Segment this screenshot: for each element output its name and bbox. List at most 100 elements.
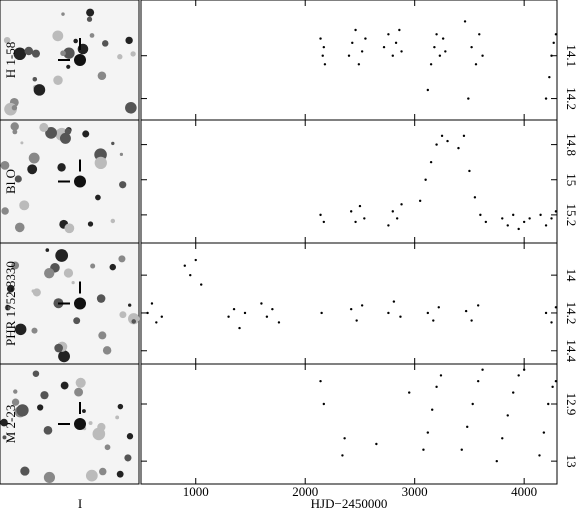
star <box>63 268 74 278</box>
plot-frame <box>140 363 558 485</box>
plot-frame <box>140 119 558 244</box>
star <box>43 425 53 435</box>
data-point <box>408 391 411 394</box>
data-point <box>243 311 247 315</box>
star <box>118 255 126 263</box>
data-point <box>522 368 526 371</box>
star <box>37 404 44 411</box>
star <box>58 350 70 363</box>
star <box>110 218 116 224</box>
data-point <box>260 302 263 305</box>
star <box>3 36 11 44</box>
data-point <box>343 437 346 440</box>
data-point <box>435 385 438 389</box>
data-point <box>238 326 241 330</box>
star <box>44 268 55 279</box>
data-point <box>194 258 197 262</box>
star <box>4 304 11 311</box>
data-point <box>429 63 433 66</box>
target-star <box>74 297 86 310</box>
star <box>73 317 81 325</box>
data-point <box>200 283 203 286</box>
star <box>97 71 107 80</box>
data-point <box>320 311 323 315</box>
panel-label: Bl O <box>3 169 18 194</box>
data-point <box>446 139 449 143</box>
x-tick-label: 2000 <box>292 484 318 499</box>
data-point <box>189 273 192 277</box>
data-point <box>544 311 548 315</box>
star <box>40 391 49 400</box>
star <box>87 221 94 227</box>
star <box>119 311 127 319</box>
star <box>119 152 124 157</box>
y-tick-label: 14.8 <box>564 133 579 156</box>
data-point <box>506 414 509 417</box>
data-point <box>422 448 425 451</box>
target-star <box>74 418 86 430</box>
data-point <box>394 41 398 45</box>
star <box>109 263 116 271</box>
data-point <box>439 374 443 377</box>
star <box>89 33 95 38</box>
data-point <box>232 307 236 311</box>
star <box>60 50 66 57</box>
star <box>75 377 86 388</box>
star <box>2 435 7 440</box>
data-point <box>426 431 430 434</box>
plot-frame <box>140 242 558 365</box>
star <box>117 403 124 410</box>
data-point <box>548 75 551 79</box>
data-point <box>470 319 473 322</box>
star <box>6 284 15 293</box>
star <box>59 132 71 144</box>
data-point <box>375 442 378 446</box>
data-point <box>319 213 322 217</box>
data-point <box>358 204 362 208</box>
data-point <box>484 220 488 224</box>
star <box>24 46 34 56</box>
data-point <box>462 134 466 138</box>
star <box>82 130 90 138</box>
star <box>52 30 64 42</box>
data-point <box>463 20 467 23</box>
data-point <box>550 321 553 324</box>
star <box>28 152 40 164</box>
star <box>43 471 56 484</box>
data-point <box>322 45 326 49</box>
y-tick-label: 14.2 <box>564 87 579 110</box>
data-point <box>398 28 401 32</box>
star <box>85 469 98 482</box>
data-point <box>155 321 158 324</box>
star <box>14 323 27 336</box>
star <box>10 122 19 131</box>
data-point <box>550 54 553 57</box>
star <box>111 141 115 146</box>
y-tick-label: 14.1 <box>564 44 579 67</box>
star <box>11 105 18 111</box>
data-point <box>183 264 186 267</box>
data-point <box>554 379 558 383</box>
star <box>20 466 30 476</box>
panel-label: PHR 1752-3330 <box>3 261 18 346</box>
x-tick-label: 1000 <box>183 484 209 499</box>
data-point <box>476 379 480 383</box>
data-point <box>470 45 473 49</box>
star <box>119 181 127 189</box>
data-point <box>429 160 433 164</box>
star <box>45 248 50 252</box>
y-tick-label: 14.4 <box>564 339 579 362</box>
star <box>63 47 75 59</box>
data-point <box>468 169 471 173</box>
star <box>19 200 30 211</box>
data-point <box>528 217 531 220</box>
y-tick-label: 15.2 <box>564 204 579 227</box>
star <box>11 398 20 406</box>
data-point <box>354 28 357 32</box>
star <box>31 49 40 58</box>
data-point <box>391 210 394 213</box>
data-point <box>355 319 358 322</box>
data-point <box>321 54 324 57</box>
star <box>94 156 107 169</box>
star <box>116 470 124 478</box>
